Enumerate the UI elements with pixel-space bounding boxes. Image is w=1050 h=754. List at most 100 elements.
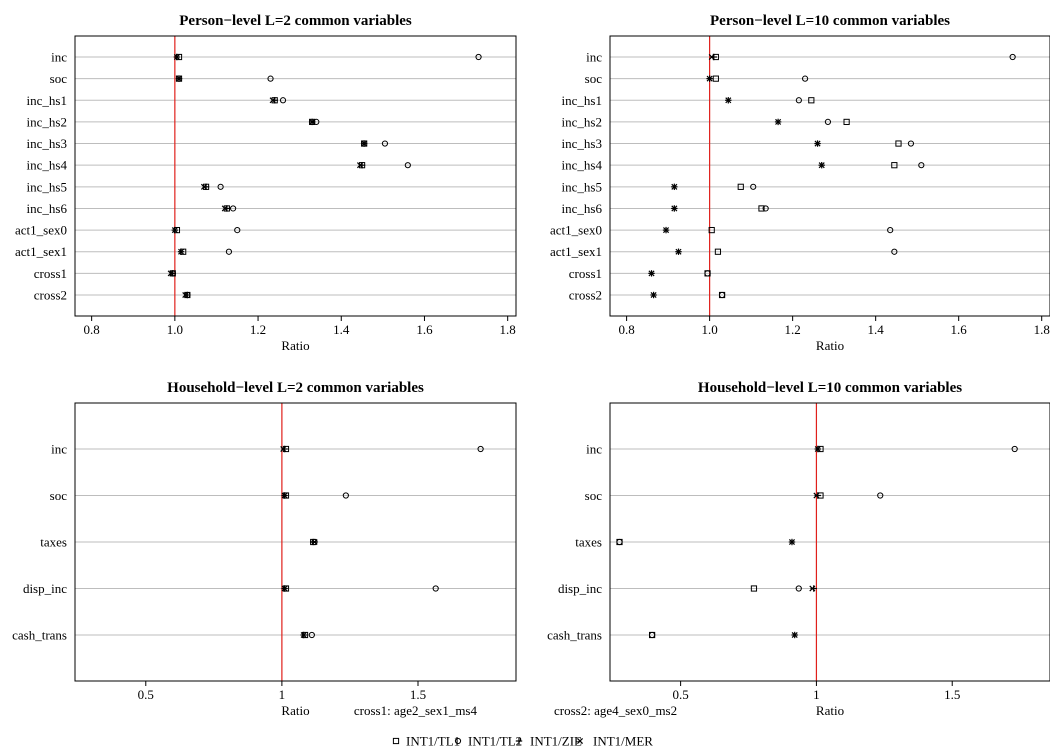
data-point (1011, 445, 1018, 453)
data-point (173, 53, 180, 61)
data-point (663, 227, 670, 234)
data-point (178, 248, 185, 255)
category-label: inc (586, 442, 602, 457)
footnote-cross2: cross2: age4_sex0_ms2 (554, 703, 677, 718)
data-point (918, 162, 925, 169)
x-axis-label: Ratio (281, 703, 309, 718)
category-label: soc (50, 488, 68, 503)
plot-frame (609, 402, 1050, 682)
chart-title: Household−level L=10 common variables (698, 380, 962, 396)
legend-item: INT1/TL2 (454, 734, 522, 749)
panel-1: Person−level L=2 common variables inc soc i… (15, 13, 517, 353)
plot-frame (74, 35, 517, 317)
data-point (234, 226, 241, 234)
category-label: cross1 (569, 266, 602, 281)
data-point (704, 270, 711, 277)
data-point (281, 492, 288, 499)
category-label: cash_trans (547, 628, 602, 643)
plot-frame (609, 35, 1050, 317)
chart-title: Person−level L=10 common variables (710, 13, 950, 29)
data-point (887, 226, 894, 234)
x-tick-label: 1.4 (868, 322, 885, 337)
category-label: soc (585, 71, 603, 86)
data-point (814, 140, 821, 147)
x-tick-label: 1.0 (167, 322, 183, 337)
data-point (907, 140, 915, 147)
category-label: inc_hs3 (27, 136, 67, 151)
data-point (225, 248, 233, 255)
data-point (877, 492, 884, 499)
data-point (891, 248, 898, 255)
figure-footer: cross1: age2_sex1_ms4 cross2: age4_sex0_… (354, 703, 677, 749)
data-point (279, 97, 287, 104)
x-axis-label: Ratio (281, 338, 309, 353)
data-point (217, 183, 224, 190)
panel-4: Household−level L=10 common variables inc… (547, 380, 1050, 718)
data-point (356, 162, 364, 169)
data-point (813, 492, 820, 499)
data-point (229, 205, 237, 212)
category-label: act1_sex0 (15, 223, 67, 238)
data-point (200, 183, 207, 190)
data-point (171, 227, 178, 234)
category-label: inc (51, 442, 67, 457)
legend-marker (392, 737, 400, 745)
legend-label: INT1/ZIE (530, 734, 582, 749)
category-label: act1_sex1 (550, 244, 602, 259)
legend-label: INT1/MER (593, 734, 653, 749)
data-point (895, 140, 902, 147)
data-point (342, 492, 349, 499)
data-point (801, 75, 809, 82)
panel-2: Person−level L=10 common variables inc soc… (550, 13, 1050, 353)
legend-item: INT1/TL1 (392, 734, 460, 749)
data-point (714, 248, 722, 255)
data-point (708, 226, 715, 234)
x-tick-label: 1.6 (951, 322, 968, 337)
category-label: inc_hs1 (562, 93, 602, 108)
x-tick-label: 0.8 (84, 322, 100, 337)
x-tick-label: 0.5 (672, 687, 688, 702)
x-tick-label: 1 (279, 687, 286, 702)
legend-marker (515, 737, 523, 745)
data-point (712, 75, 719, 82)
data-point (795, 97, 802, 104)
data-point (891, 162, 898, 169)
data-point (708, 53, 715, 61)
legend-label: INT1/TL1 (406, 734, 460, 749)
chart-title: Household−level L=2 common variables (167, 380, 424, 396)
plot-frame (74, 402, 517, 682)
category-label: taxes (575, 535, 602, 550)
data-point (1009, 53, 1016, 61)
data-point (648, 270, 655, 277)
category-label: cross2 (34, 288, 67, 303)
legend-marker (454, 737, 462, 745)
data-point (404, 162, 411, 169)
data-point (300, 631, 307, 639)
legend-item: INT1/ZIE (515, 734, 582, 749)
data-point (269, 97, 276, 104)
category-label: inc_hs5 (562, 179, 602, 194)
data-point (221, 205, 228, 212)
category-label: inc (586, 50, 602, 65)
data-point (843, 118, 850, 126)
data-point (718, 291, 726, 299)
x-tick-label: 1.2 (785, 322, 801, 337)
data-point (706, 75, 713, 82)
x-tick-label: 0.5 (138, 687, 154, 702)
category-label: disp_inc (558, 581, 602, 596)
data-point (267, 75, 274, 82)
data-point (671, 205, 678, 212)
data-point (808, 97, 815, 104)
panel-3: Household−level L=2 common variables inc s… (12, 380, 517, 718)
x-tick-label: 1.6 (416, 322, 433, 337)
data-point (381, 140, 389, 147)
data-point (175, 75, 183, 82)
x-tick-label: 1.5 (944, 687, 960, 702)
data-point (477, 445, 484, 453)
category-label: inc_hs4 (562, 158, 603, 173)
category-label: cross1 (34, 266, 67, 281)
x-tick-label: 1.2 (250, 322, 266, 337)
x-tick-label: 1.5 (410, 687, 426, 702)
data-point (432, 585, 439, 592)
